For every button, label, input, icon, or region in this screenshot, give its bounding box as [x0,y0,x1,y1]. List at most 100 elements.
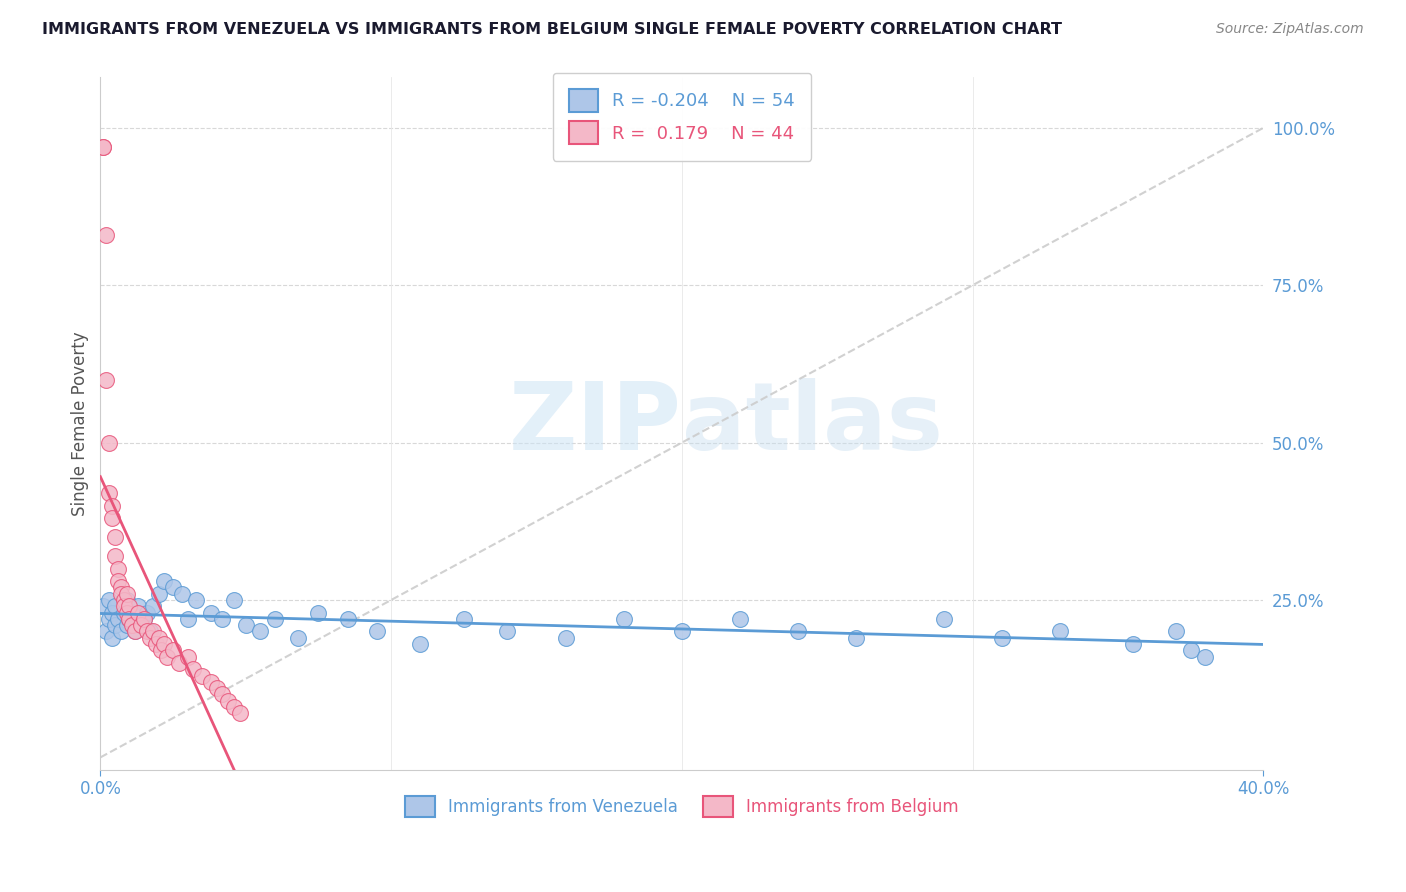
Point [145,637,167,651]
Point [124,624,146,639]
Point [142,624,165,639]
Point [336,612,359,626]
Point [249,624,271,639]
Point [98,593,121,607]
Point [104,618,127,632]
Point [162,643,184,657]
Point [115,593,138,607]
Point [287,631,309,645]
Point [110,587,132,601]
Point [107,561,129,575]
Point [554,631,576,645]
Point [162,581,184,595]
Point [101,511,124,525]
Point [118,612,141,626]
Point [104,549,127,563]
Point [98,486,121,500]
Point [211,688,233,702]
Point [112,593,135,607]
Point [211,612,233,626]
Point [224,593,246,607]
Point [183,662,205,676]
Point [205,681,228,695]
Point [127,606,149,620]
Text: ZIP: ZIP [509,377,682,470]
Point [200,606,222,620]
Point [132,612,155,626]
Point [104,530,127,544]
Point [671,624,693,639]
Point [176,649,198,664]
Point [107,612,129,626]
Point [787,624,810,639]
Point [200,674,222,689]
Point [112,599,135,614]
Point [263,612,285,626]
Point [217,694,239,708]
Point [135,624,157,639]
Point [110,581,132,595]
Point [124,624,146,639]
Point [409,637,432,651]
Point [98,435,121,450]
Point [1180,643,1202,657]
Point [115,587,138,601]
Point [148,587,170,601]
Point [101,631,124,645]
Point [98,612,121,626]
Point [186,593,208,607]
Point [121,606,143,620]
Legend: Immigrants from Venezuela, Immigrants from Belgium: Immigrants from Venezuela, Immigrants fr… [398,789,966,824]
Point [101,499,124,513]
Point [115,606,138,620]
Point [153,574,176,588]
Point [104,599,127,614]
Point [453,612,475,626]
Point [135,606,157,620]
Point [132,612,155,626]
Text: Source: ZipAtlas.com: Source: ZipAtlas.com [1216,22,1364,37]
Point [112,606,135,620]
Point [235,618,257,632]
Point [845,631,868,645]
Point [118,612,141,626]
Point [91,139,114,153]
Point [496,624,519,639]
Point [101,606,124,620]
Point [307,606,329,620]
Point [150,643,173,657]
Point [127,599,149,614]
Point [1166,624,1188,639]
Point [115,618,138,632]
Point [932,612,955,626]
Point [990,631,1012,645]
Point [613,612,636,626]
Text: atlas: atlas [682,377,943,470]
Point [148,631,170,645]
Point [1194,649,1216,664]
Point [229,706,252,721]
Point [1049,624,1071,639]
Point [176,612,198,626]
Point [110,624,132,639]
Point [170,587,193,601]
Point [129,618,152,632]
Y-axis label: Single Female Poverty: Single Female Poverty [72,332,89,516]
Point [728,612,751,626]
Point [118,599,141,614]
Point [96,227,118,242]
Point [107,574,129,588]
Point [121,618,143,632]
Point [96,373,118,387]
Point [91,139,114,153]
Point [91,599,114,614]
Point [129,618,152,632]
Point [96,624,118,639]
Point [142,599,165,614]
Point [156,649,179,664]
Text: IMMIGRANTS FROM VENEZUELA VS IMMIGRANTS FROM BELGIUM SINGLE FEMALE POVERTY CORRE: IMMIGRANTS FROM VENEZUELA VS IMMIGRANTS … [42,22,1062,37]
Point [167,656,190,670]
Point [191,668,214,682]
Point [224,700,246,714]
Point [153,637,176,651]
